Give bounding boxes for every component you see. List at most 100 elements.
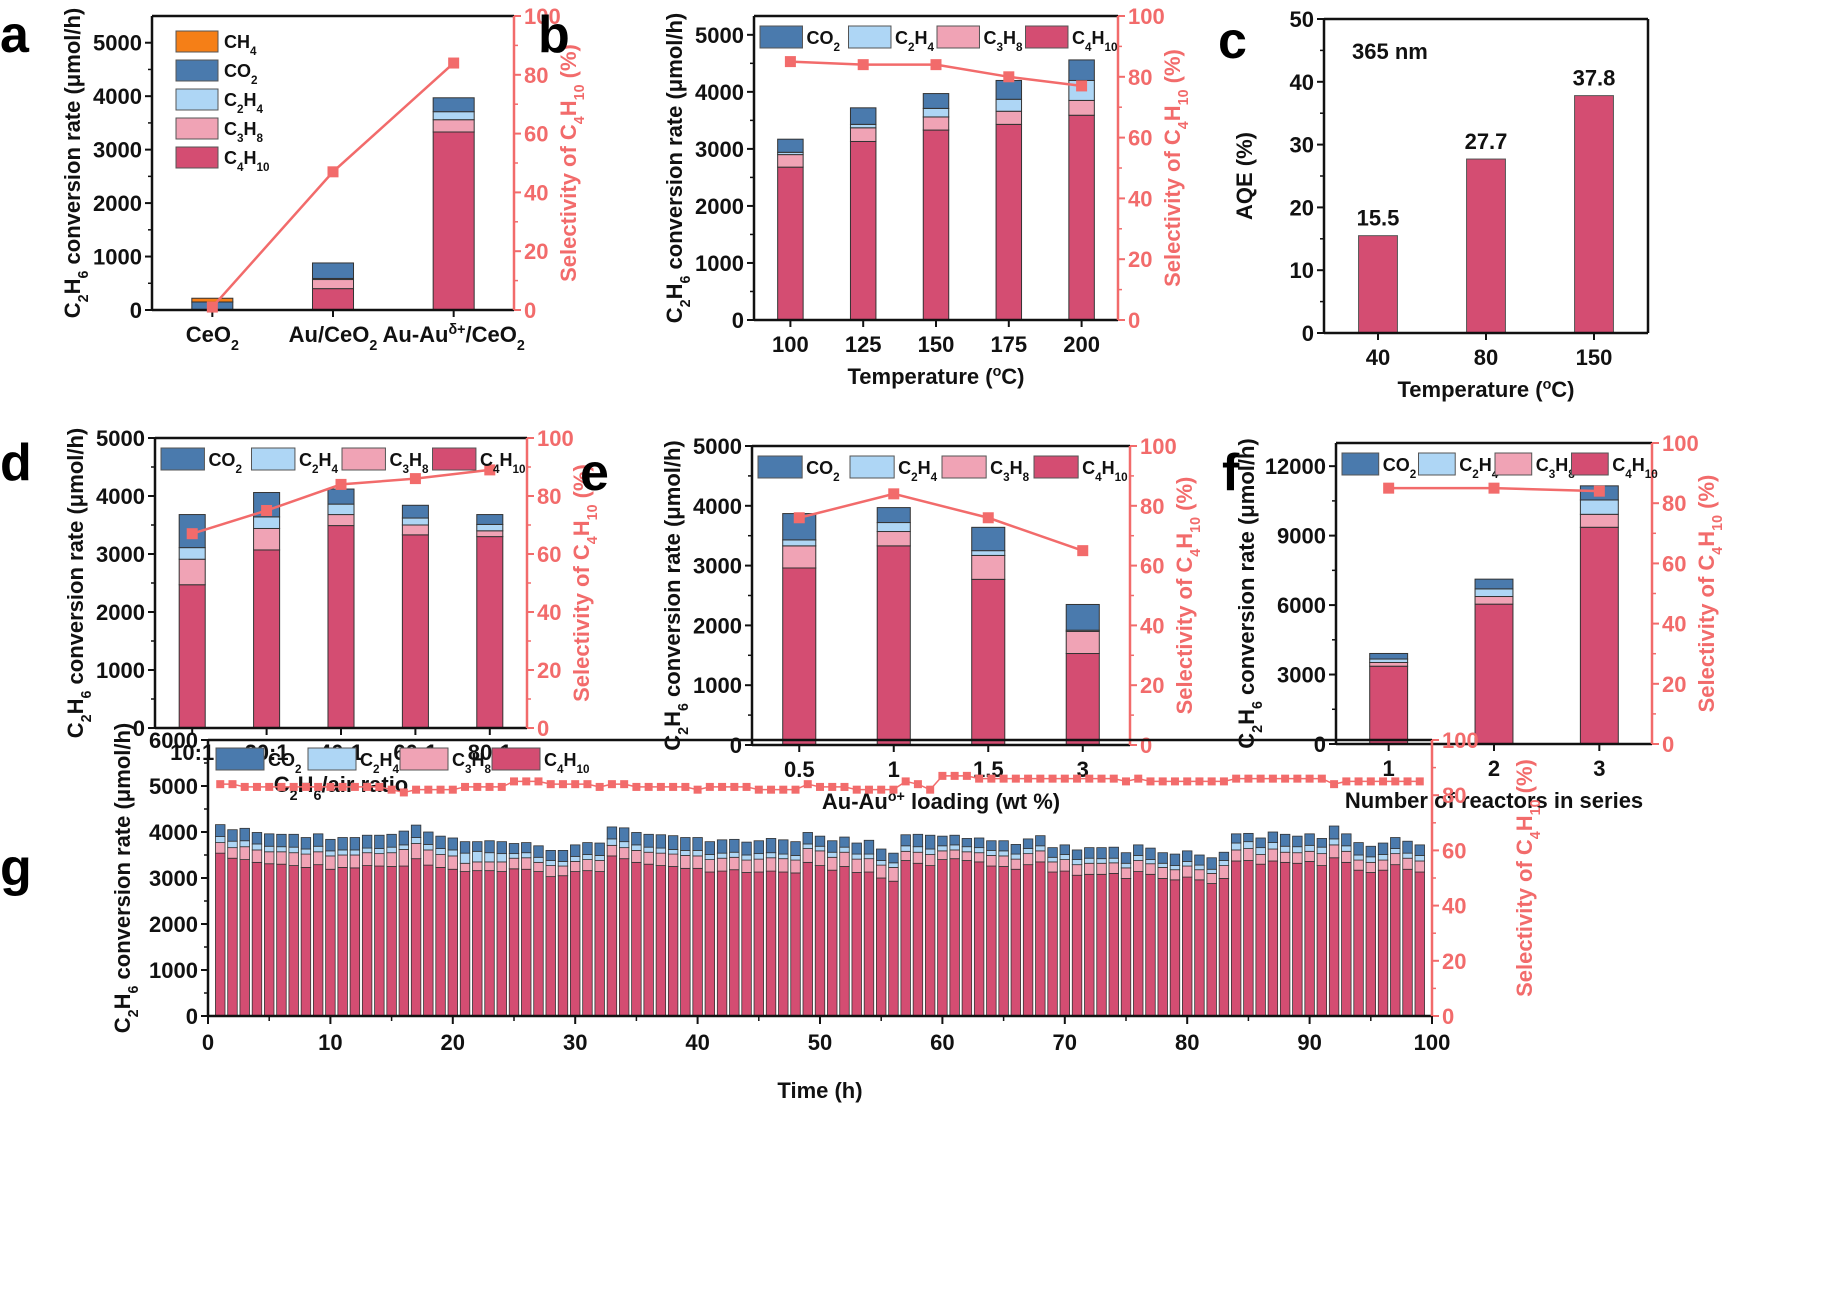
y-tick-label: 20 (1290, 195, 1314, 220)
bar-c4h10 (276, 863, 287, 1017)
y-tick-label: 3000 (149, 866, 198, 891)
selectivity-marker (327, 166, 339, 178)
bar-c2h4 (264, 845, 275, 853)
bar-c2h4 (337, 849, 348, 856)
bar-c3h8 (1304, 850, 1315, 862)
y-tick-label: 0 (186, 1004, 198, 1029)
y2-tick-label: 60 (524, 122, 548, 147)
y-tick-label: 0 (133, 716, 145, 741)
bar-co2 (557, 850, 569, 862)
bar-c2h4 (1194, 864, 1205, 871)
selectivity-marker (1146, 777, 1155, 786)
bar-c2h4 (570, 855, 581, 862)
bar-co2 (1065, 603, 1100, 631)
bar-c3h8 (1022, 853, 1034, 866)
y2-tick-label: 100 (1442, 728, 1479, 753)
y-tick-label: 2000 (693, 613, 742, 638)
bar-c2h4 (1120, 862, 1132, 869)
legend-label: CO2 (224, 61, 258, 87)
bar-c4h10 (655, 865, 667, 1017)
bar-c3h8 (1579, 513, 1619, 528)
selectivity-marker (1593, 485, 1605, 497)
bar-c3h8 (912, 851, 924, 864)
legend-swatch-c2h4 (849, 455, 895, 479)
bar-co2 (1133, 844, 1144, 856)
bar-c3h8 (876, 864, 887, 879)
bar-c3h8 (401, 524, 429, 536)
selectivity-marker (1305, 774, 1314, 783)
bar-c2h4 (545, 860, 556, 866)
bar-c2h4 (631, 844, 642, 851)
bar-c4h10 (961, 860, 973, 1017)
bar-co2 (1206, 857, 1217, 870)
selectivity-marker (399, 788, 408, 797)
selectivity-marker (510, 777, 518, 786)
selectivity-marker (1342, 777, 1351, 786)
bar-co2 (814, 835, 826, 847)
selectivity-marker (571, 780, 580, 789)
bar-c2h4 (557, 861, 569, 867)
bar-co2 (851, 842, 862, 855)
legend-label: CO2 (806, 458, 840, 484)
bar-c3h8 (876, 531, 911, 547)
bar-c3h8 (802, 848, 813, 863)
legend-swatch-c3h8 (1494, 452, 1533, 476)
bar-co2 (300, 837, 312, 850)
bar-c4h10 (484, 870, 495, 1017)
bar-c3h8 (1243, 848, 1254, 861)
bar-co2 (643, 833, 654, 848)
bar-c4h10 (1133, 871, 1144, 1017)
bar-c4h10 (508, 868, 520, 1017)
selectivity-marker (1077, 545, 1089, 557)
x-tick-label: 40 (685, 1030, 709, 1055)
bar-c3h8 (729, 856, 740, 871)
bar-co2 (716, 839, 728, 854)
selectivity-marker (857, 59, 869, 71)
y-tick-label: 1000 (96, 658, 145, 683)
y-tick-label: 2000 (93, 191, 142, 216)
bar-c3h8 (924, 854, 936, 866)
bar-c4h10 (1182, 876, 1193, 1017)
bar-c2h4 (432, 111, 475, 121)
bar-co2 (777, 138, 804, 153)
legend-label: C4H10 (544, 750, 590, 776)
legend-label: C3H8 (983, 28, 1023, 54)
bar-c4h10 (327, 525, 355, 729)
selectivity-marker (335, 478, 347, 490)
bar-c2h4 (888, 862, 899, 868)
bar-c4h10 (432, 131, 475, 311)
bar-c2h4 (459, 852, 471, 864)
selectivity-marker (228, 780, 237, 789)
bar-co2 (1474, 578, 1514, 590)
x-tick-label: 50 (808, 1030, 832, 1055)
y-axis-label: AQE (%) (1232, 132, 1257, 220)
selectivity-marker (1036, 774, 1045, 783)
bar-c3h8 (1341, 850, 1352, 863)
bar-c4h10 (227, 857, 238, 1017)
bar-c2h4 (1096, 858, 1107, 864)
selectivity-marker (1158, 777, 1167, 786)
bar-c4h10 (472, 870, 483, 1017)
bar-c2h4 (618, 841, 630, 849)
bar-co2 (778, 839, 789, 855)
bar-co2 (1365, 845, 1376, 858)
bar-c2h4 (827, 851, 838, 858)
legend-label: C3H8 (990, 458, 1030, 484)
bar-c4h10 (1316, 865, 1328, 1017)
y-tick-label: 0 (1314, 732, 1326, 757)
bar-c3h8 (264, 851, 275, 865)
bar-co2 (986, 840, 997, 851)
selectivity-marker (1415, 777, 1424, 786)
bar-c2h4 (447, 849, 458, 857)
y2-tick-label: 20 (1140, 673, 1164, 698)
bar-c3h8 (1414, 860, 1425, 873)
bar-c4h10 (1279, 861, 1291, 1017)
bar-c2h4 (949, 844, 960, 851)
panel-f: f 0 3000 6000 9000 12000 0 20 40 60 80 100 1 2 3 C2H6 c… (1222, 431, 1726, 813)
selectivity-marker (1048, 774, 1057, 783)
bar-c2h4 (496, 853, 507, 863)
wavelength-annotation: 365 nm (1352, 39, 1428, 64)
selectivity-marker (1232, 774, 1241, 783)
bar-c4h10 (1108, 873, 1119, 1017)
bar-co2 (496, 841, 507, 855)
